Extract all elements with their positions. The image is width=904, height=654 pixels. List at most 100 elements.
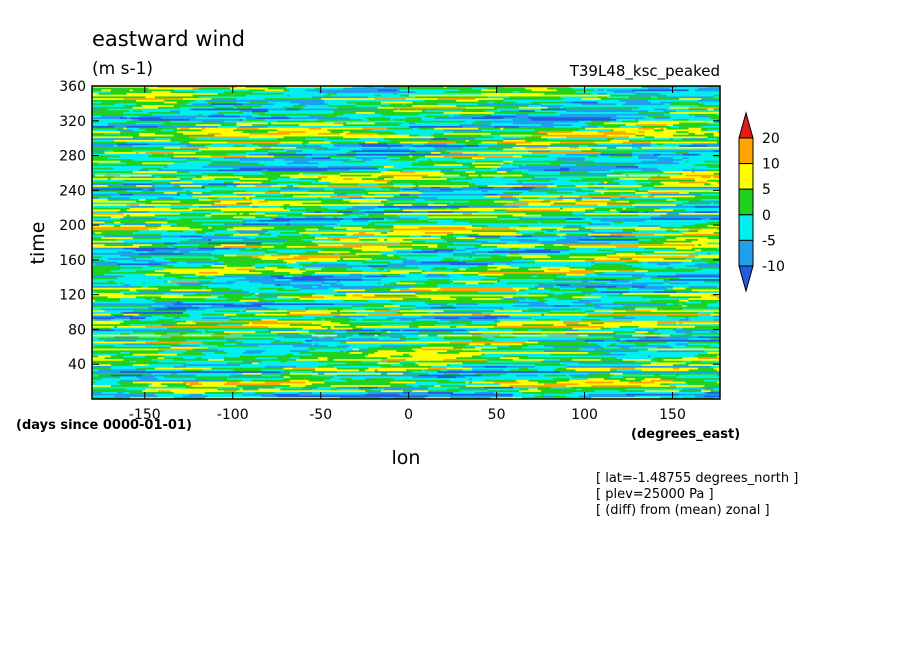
heatmap-cell bbox=[302, 312, 332, 315]
heatmap-cell bbox=[456, 251, 467, 254]
heatmap-cell bbox=[515, 143, 536, 146]
heatmap-cell bbox=[669, 282, 689, 285]
heatmap-cell bbox=[286, 127, 310, 130]
heatmap-cell bbox=[672, 251, 696, 254]
heatmap-cell bbox=[110, 87, 118, 90]
heatmap-cell bbox=[647, 261, 674, 264]
heatmap-cell bbox=[581, 308, 614, 311]
heatmap-cell bbox=[208, 225, 218, 228]
heatmap-cell bbox=[600, 98, 633, 101]
heatmap-cell bbox=[151, 113, 156, 116]
heatmap-cell bbox=[622, 207, 627, 210]
heatmap-cell bbox=[154, 188, 184, 191]
heatmap-cell bbox=[107, 172, 131, 176]
heatmap-cell bbox=[600, 192, 605, 195]
heatmap-cell bbox=[525, 218, 539, 221]
heatmap-cell bbox=[541, 171, 561, 174]
heatmap-cell bbox=[672, 287, 686, 290]
heatmap-cell bbox=[512, 138, 520, 141]
heatmap-cell bbox=[261, 146, 272, 149]
heatmap-cell bbox=[189, 169, 218, 172]
heatmap-cell bbox=[465, 239, 476, 242]
heatmap-cell bbox=[390, 285, 416, 289]
heatmap-cell bbox=[531, 308, 561, 311]
heatmap-cell bbox=[449, 186, 454, 189]
heatmap-cell bbox=[92, 212, 96, 216]
heatmap-cell bbox=[402, 298, 432, 301]
heatmap-cell bbox=[559, 280, 567, 283]
heatmap-cell bbox=[713, 152, 721, 155]
heatmap-cell bbox=[120, 155, 149, 158]
heatmap-cell bbox=[679, 145, 708, 148]
heatmap-cell bbox=[569, 249, 598, 252]
heatmap-cell bbox=[610, 155, 633, 158]
heatmap-cell bbox=[92, 132, 105, 136]
heatmap-cell bbox=[192, 117, 197, 120]
heatmap-cell bbox=[92, 216, 112, 219]
heatmap-cell bbox=[481, 299, 504, 303]
heatmap-cell bbox=[694, 98, 702, 101]
heatmap-cell bbox=[201, 266, 209, 269]
heatmap-cell bbox=[205, 209, 222, 212]
heatmap-cell bbox=[644, 171, 664, 174]
heatmap-cell bbox=[672, 209, 677, 212]
heatmap-cell bbox=[299, 254, 313, 257]
heatmap-cell bbox=[346, 165, 372, 169]
heatmap-cell bbox=[459, 152, 463, 155]
heatmap-cell bbox=[117, 259, 134, 263]
heatmap-cell bbox=[92, 275, 105, 278]
heatmap-cell bbox=[500, 312, 520, 315]
heatmap-cell bbox=[387, 298, 404, 301]
heatmap-cell bbox=[427, 228, 460, 231]
heatmap-cell bbox=[666, 145, 680, 148]
heatmap-cell bbox=[299, 287, 328, 290]
heatmap-cell bbox=[349, 159, 363, 162]
heatmap-cell bbox=[365, 308, 375, 311]
heatmap-cell bbox=[299, 268, 306, 271]
heatmap-cell bbox=[500, 119, 514, 122]
heatmap-cell bbox=[415, 96, 432, 99]
heatmap-cell bbox=[654, 233, 683, 236]
heatmap-cell bbox=[387, 263, 407, 266]
heatmap-cell bbox=[92, 197, 99, 200]
heatmap-cell bbox=[688, 230, 699, 233]
heatmap-cell bbox=[330, 232, 341, 235]
heatmap-cell bbox=[471, 256, 492, 259]
heatmap-cell bbox=[534, 232, 545, 235]
heatmap-cell bbox=[497, 216, 523, 219]
heatmap-cell bbox=[559, 207, 564, 210]
heatmap-cell bbox=[211, 113, 225, 116]
heatmap-cell bbox=[343, 285, 375, 289]
heatmap-cell bbox=[258, 275, 272, 278]
heatmap-cell bbox=[396, 183, 413, 186]
heatmap-cell bbox=[264, 212, 288, 216]
heatmap-cell bbox=[446, 178, 473, 181]
heatmap-cell bbox=[449, 129, 482, 132]
heatmap-cell bbox=[117, 211, 149, 214]
heatmap-cell bbox=[104, 165, 124, 169]
heatmap-cell bbox=[556, 145, 576, 148]
heatmap-cell bbox=[503, 162, 511, 165]
heatmap-cell bbox=[468, 313, 473, 316]
heatmap-cell bbox=[412, 103, 435, 106]
heatmap-cell bbox=[606, 205, 620, 209]
heatmap-cell bbox=[387, 146, 391, 149]
heatmap-cell bbox=[503, 204, 520, 207]
heatmap-cell bbox=[299, 117, 325, 120]
heatmap-cell bbox=[525, 294, 548, 297]
heatmap-cell bbox=[487, 159, 520, 162]
heatmap-cell bbox=[311, 153, 338, 156]
heatmap-cell bbox=[217, 272, 240, 275]
heatmap-cell bbox=[547, 317, 561, 320]
heatmap-cell bbox=[255, 263, 281, 266]
heatmap-cell bbox=[660, 254, 689, 257]
heatmap-cell bbox=[352, 150, 379, 153]
heatmap-cell bbox=[387, 169, 404, 172]
heatmap-cell bbox=[481, 219, 498, 223]
heatmap-cell bbox=[164, 258, 181, 261]
heatmap-cell bbox=[440, 176, 467, 179]
heatmap-cell bbox=[205, 275, 215, 278]
heatmap-cell bbox=[713, 110, 721, 113]
heatmap-cell bbox=[713, 145, 721, 148]
heatmap-cell bbox=[161, 186, 165, 189]
